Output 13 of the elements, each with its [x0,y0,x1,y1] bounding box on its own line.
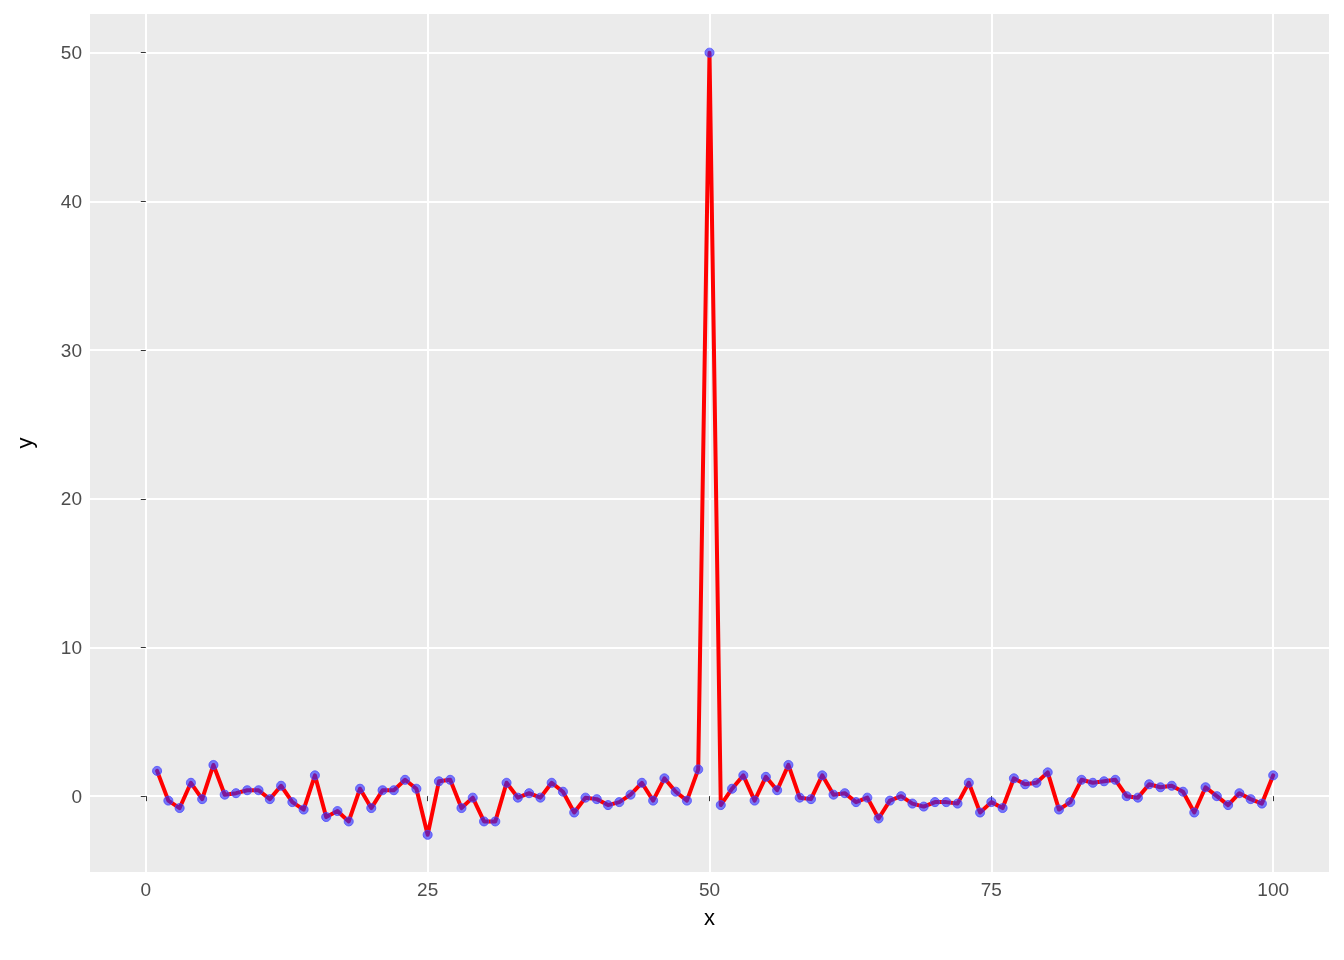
y-tick-label: 40 [60,190,82,212]
x-tick-label: 100 [1257,879,1290,900]
x-tick-label: 75 [980,879,1002,900]
y-axis-title: y [11,437,37,449]
x-tick-label: 25 [417,879,439,900]
y-tick-label: 20 [60,488,82,510]
x-axis-title: x [704,904,715,930]
x-tick-label: 50 [698,879,721,900]
y-tick-label: 10 [60,636,82,658]
x-tick-label: 0 [140,879,152,900]
y-tick-label: 30 [60,339,82,361]
y-tick-label: 0 [71,785,82,807]
y-tick-label: 50 [60,42,82,64]
